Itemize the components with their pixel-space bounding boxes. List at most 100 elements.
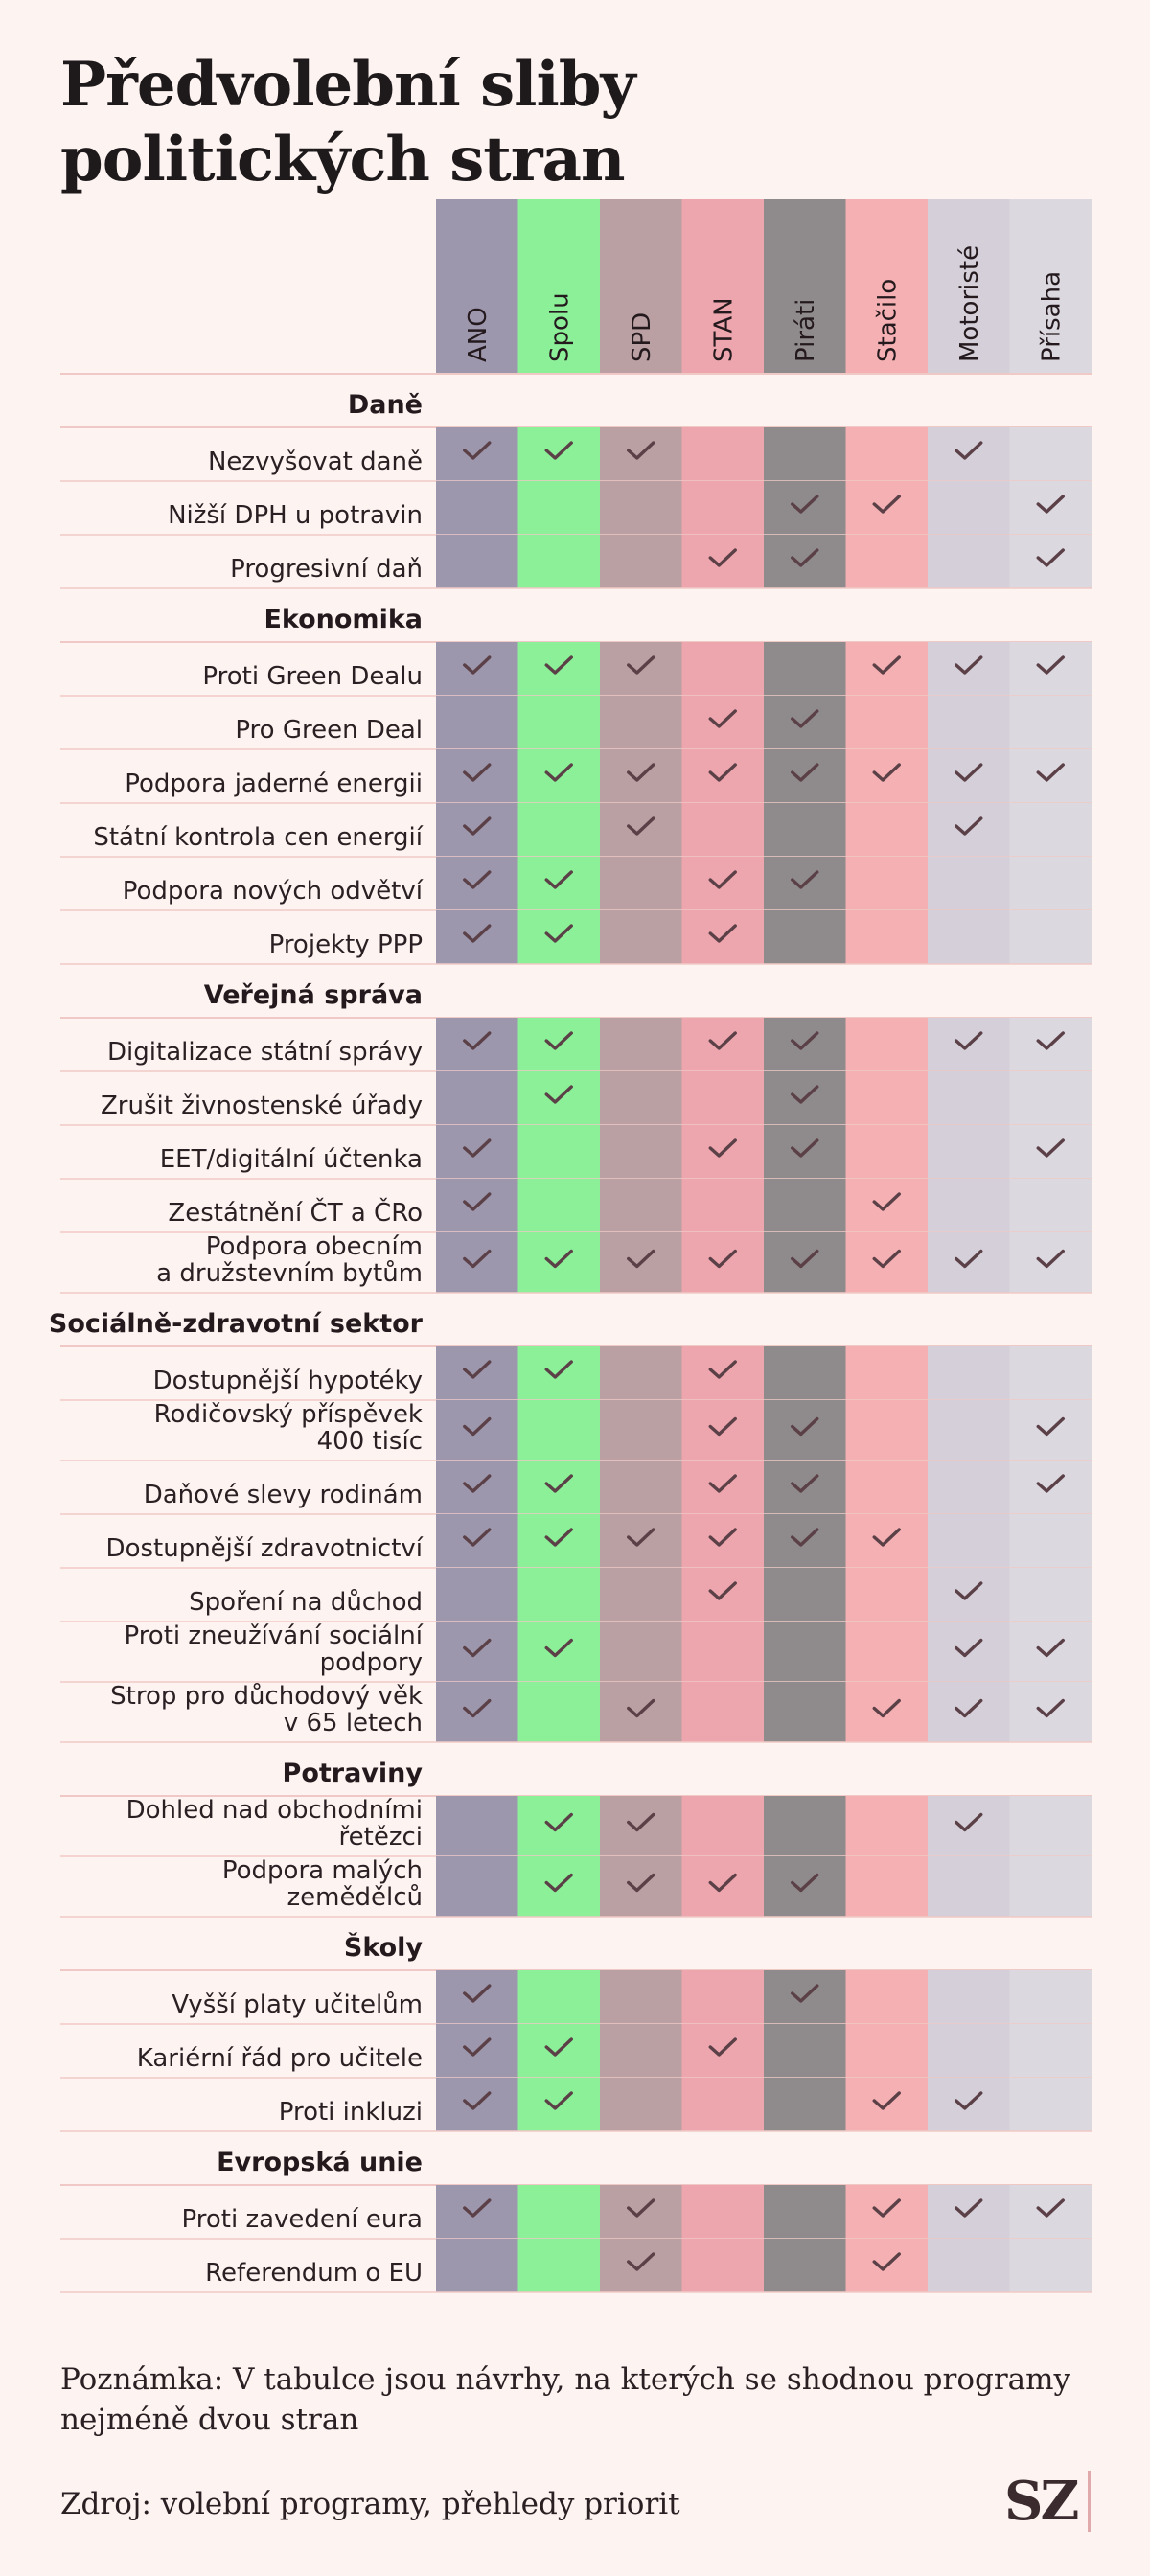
- row-label: Nižší DPH u potravin: [168, 501, 423, 530]
- party-cell: [681, 803, 764, 857]
- check-mark: [872, 763, 901, 782]
- check-mark: [627, 656, 656, 675]
- row-label: Projekty PPP: [269, 931, 423, 959]
- check-mark: [627, 1528, 656, 1547]
- check-mark: [791, 548, 819, 567]
- party-cell: [928, 1970, 1010, 2024]
- check-mark: [544, 2091, 573, 2110]
- page-title: Předvolební sliby politických stran: [60, 49, 636, 196]
- party-cell: [518, 535, 600, 588]
- check-mark: [791, 870, 819, 889]
- group-heading: Evropská unie: [217, 2148, 423, 2177]
- party-cell: [518, 803, 600, 857]
- row-label: Vyšší platy učitelům: [172, 1990, 423, 2019]
- party-cell: [518, 1400, 600, 1460]
- check-mark: [1036, 1638, 1065, 1658]
- party-cell: [764, 1568, 846, 1622]
- check-mark: [1036, 1031, 1065, 1050]
- check-mark: [954, 1249, 983, 1269]
- party-cell: [764, 642, 846, 696]
- party-cell: [845, 910, 928, 964]
- party-cell: [764, 2239, 846, 2292]
- row-label: Zestátnění ČT a ČRo: [168, 1197, 423, 1228]
- party-header-label: ANO: [464, 307, 493, 362]
- check-mark: [954, 656, 983, 675]
- party-cell: [928, 1179, 1010, 1232]
- party-header-label: SPD: [628, 312, 656, 362]
- party-cell: [764, 2024, 846, 2078]
- party-cell: [845, 803, 928, 857]
- party-cell: [764, 2078, 846, 2131]
- party-cell: [1009, 2239, 1092, 2292]
- row-label: zemědělců: [288, 1883, 423, 1912]
- row-label: Dostupnější hypotéky: [153, 1367, 423, 1395]
- check-mark: [463, 441, 492, 460]
- party-cell: [1009, 1514, 1092, 1568]
- party-cell: [845, 1796, 928, 1856]
- party-cell: [764, 910, 846, 964]
- party-cell: [600, 1346, 682, 1400]
- check-mark: [708, 1474, 737, 1493]
- check-mark: [872, 1528, 901, 1547]
- check-mark: [954, 763, 983, 782]
- check-mark: [463, 1138, 492, 1158]
- party-cell: [845, 1071, 928, 1125]
- check-mark: [463, 1416, 492, 1437]
- row-label: Referendum o EU: [205, 2259, 423, 2288]
- chart-note: Poznámka: V tabulce jsou návrhy, na kter…: [60, 2362, 1071, 2437]
- row-label: Nezvyšovat daně: [208, 448, 423, 476]
- party-cell: [518, 1970, 600, 2024]
- check-mark: [544, 1031, 573, 1050]
- row-label: Podpora malých: [222, 1856, 423, 1885]
- check-mark: [872, 494, 901, 514]
- check-mark: [544, 1085, 573, 1104]
- check-mark: [463, 1528, 492, 1547]
- check-mark: [463, 1474, 492, 1493]
- party-cell: [1009, 427, 1092, 481]
- party-cell: [764, 1796, 846, 1856]
- party-cell: [436, 2239, 518, 2292]
- check-mark: [872, 2198, 901, 2218]
- check-mark: [627, 2198, 656, 2218]
- check-mark: [463, 1638, 492, 1658]
- party-cell: [518, 2185, 600, 2239]
- party-cell: [928, 1514, 1010, 1568]
- row-label: 400 tisíc: [317, 1427, 423, 1456]
- row-label: Daňové slevy rodinám: [144, 1481, 423, 1509]
- party-cell: [1009, 910, 1092, 964]
- check-mark: [791, 1138, 819, 1158]
- check-mark: [463, 2198, 492, 2218]
- party-header-cell: [518, 199, 600, 374]
- check-mark: [463, 763, 492, 782]
- check-mark: [544, 870, 573, 889]
- party-cell: [681, 1622, 764, 1682]
- group-heading: Veřejná správa: [204, 980, 423, 1010]
- party-header-label: Piráti: [792, 299, 820, 362]
- row-label: podpory: [320, 1648, 423, 1677]
- party-cell: [764, 1682, 846, 1742]
- row-label: Progresivní daň: [230, 555, 423, 584]
- check-mark: [872, 1698, 901, 1718]
- check-mark: [954, 2198, 983, 2218]
- check-mark: [1036, 763, 1065, 782]
- party-cell: [1009, 2024, 1092, 2078]
- party-cell: [928, 481, 1010, 535]
- check-mark: [1036, 1138, 1065, 1158]
- row-label: Rodičovský příspěvek: [154, 1400, 423, 1429]
- check-mark: [708, 1873, 737, 1893]
- check-mark: [1036, 1474, 1065, 1493]
- check-mark: [954, 1031, 983, 1050]
- party-cell: [681, 1796, 764, 1856]
- party-cell: [600, 1179, 682, 1232]
- party-cell: [436, 1071, 518, 1125]
- check-mark: [872, 1249, 901, 1269]
- party-cell: [600, 1125, 682, 1179]
- check-mark: [708, 1360, 737, 1379]
- check-mark: [627, 2252, 656, 2271]
- party-cell: [518, 2239, 600, 2292]
- check-mark: [954, 441, 983, 460]
- row-label: Státní kontrola cen energií: [93, 823, 423, 852]
- party-cell: [1009, 1071, 1092, 1125]
- check-mark: [791, 1416, 819, 1437]
